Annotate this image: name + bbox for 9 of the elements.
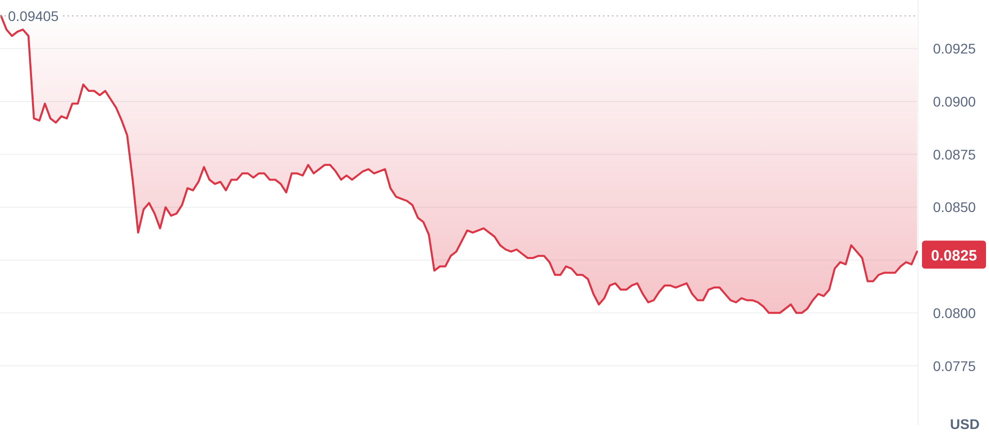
y-tick-label: 0.0850: [933, 199, 976, 216]
ref-line-label: 0.09405: [8, 8, 59, 24]
text: 0.0825: [931, 248, 977, 265]
y-tick-label: 0.0775: [933, 358, 976, 374]
y-tick-label: 0.0800: [933, 304, 976, 321]
y-tick-label: 0.0900: [933, 93, 976, 110]
y-tick-label: 0.0925: [933, 40, 976, 57]
y-tick-label: 0.0875: [933, 146, 976, 162]
y-axis-title: USD: [950, 416, 980, 432]
